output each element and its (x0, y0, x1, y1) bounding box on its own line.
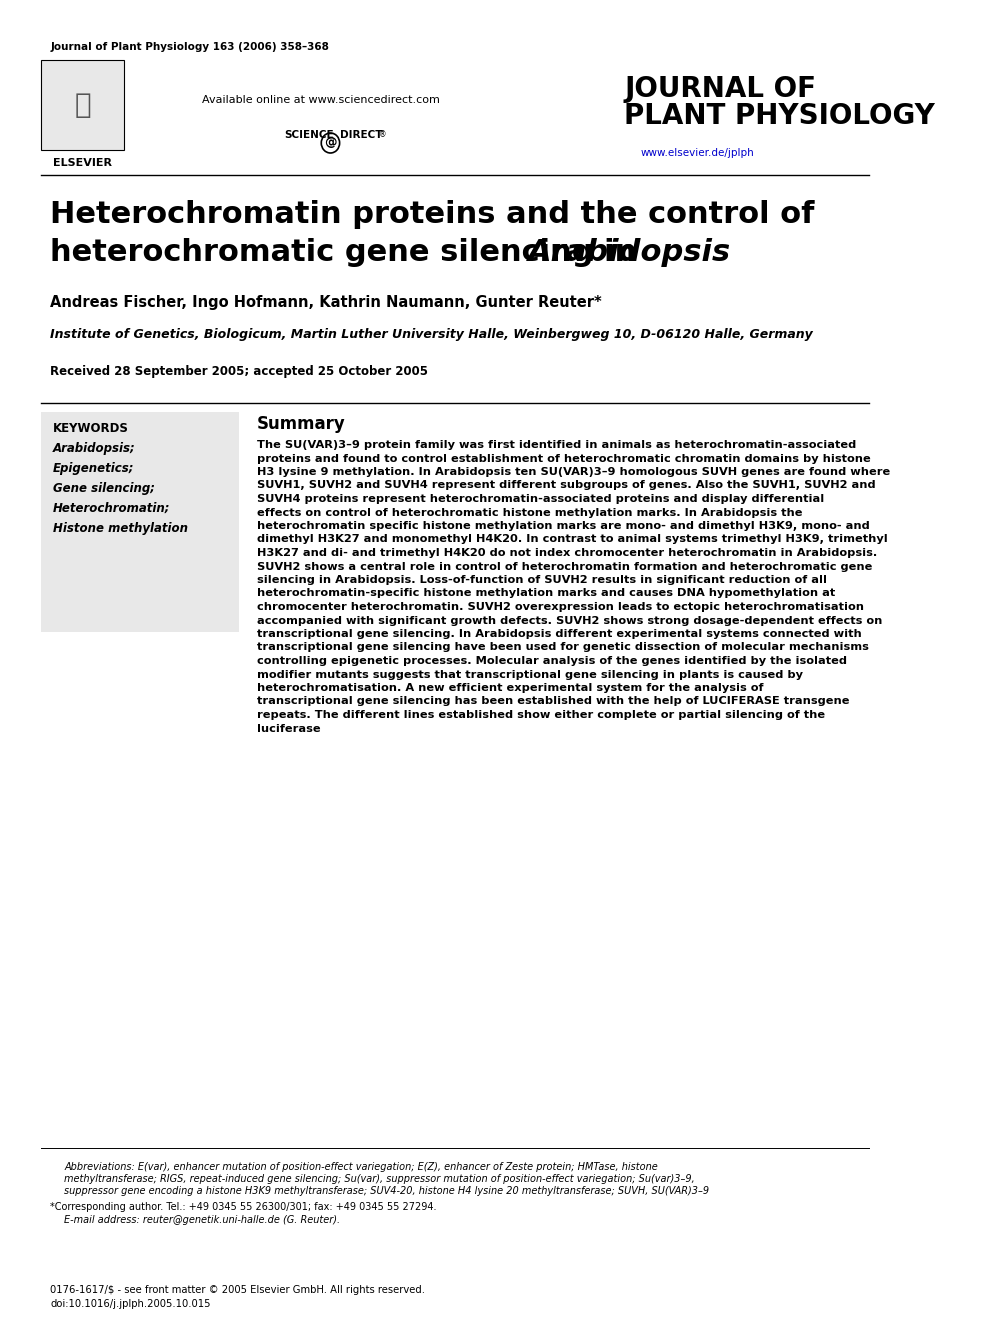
Text: @: @ (324, 136, 336, 149)
Text: Arabidopsis: Arabidopsis (528, 238, 731, 267)
Text: heterochromatin-specific histone methylation marks and causes DNA hypomethylatio: heterochromatin-specific histone methyla… (257, 589, 835, 598)
Text: transcriptional gene silencing. In Arabidopsis different experimental systems co: transcriptional gene silencing. In Arabi… (257, 628, 862, 639)
Text: transcriptional gene silencing have been used for genetic dissection of molecula: transcriptional gene silencing have been… (257, 643, 869, 652)
Text: heterochromatic gene silencing in: heterochromatic gene silencing in (51, 238, 648, 267)
Text: SUVH4 proteins represent heterochromatin-associated proteins and display differe: SUVH4 proteins represent heterochromatin… (257, 493, 824, 504)
Text: Arabidopsis;: Arabidopsis; (54, 442, 136, 455)
Text: ELSEVIER: ELSEVIER (54, 157, 112, 168)
Text: heterochromatin specific histone methylation marks are mono- and dimethyl H3K9, : heterochromatin specific histone methyla… (257, 521, 870, 531)
Text: Epigenetics;: Epigenetics; (54, 462, 135, 475)
Text: heterochromatisation. A new efficient experimental system for the analysis of: heterochromatisation. A new efficient ex… (257, 683, 764, 693)
Bar (42, 60, 124, 149)
Text: Heterochromatin;: Heterochromatin; (54, 501, 171, 515)
Text: Summary: Summary (257, 415, 346, 433)
Text: DIRECT: DIRECT (339, 130, 382, 140)
Text: silencing in Arabidopsis. Loss-of-function of SUVH2 results in significant reduc: silencing in Arabidopsis. Loss-of-functi… (257, 576, 827, 585)
Text: Histone methylation: Histone methylation (54, 523, 188, 534)
Text: repeats. The different lines established show either complete or partial silenci: repeats. The different lines established… (257, 710, 825, 720)
Text: modifier mutants suggests that transcriptional gene silencing in plants is cause: modifier mutants suggests that transcrip… (257, 669, 803, 680)
Text: *Corresponding author. Tel.: +49 0345 55 26300/301; fax: +49 0345 55 27294.: *Corresponding author. Tel.: +49 0345 55… (51, 1203, 437, 1212)
Text: Journal of Plant Physiology 163 (2006) 358–368: Journal of Plant Physiology 163 (2006) 3… (51, 42, 329, 52)
Text: proteins and found to control establishment of heterochromatic chromatin domains: proteins and found to control establishm… (257, 454, 871, 463)
Text: Abbreviations: E(var), enhancer mutation of position-effect variegation; E(Z), e: Abbreviations: E(var), enhancer mutation… (64, 1162, 658, 1172)
Text: doi:10.1016/j.jplph.2005.10.015: doi:10.1016/j.jplph.2005.10.015 (51, 1299, 211, 1308)
Text: PLANT PHYSIOLOGY: PLANT PHYSIOLOGY (624, 102, 935, 130)
Text: 🌲: 🌲 (74, 91, 91, 119)
Text: chromocenter heterochromatin. SUVH2 overexpression leads to ectopic heterochroma: chromocenter heterochromatin. SUVH2 over… (257, 602, 864, 613)
Text: SUVH2 shows a central role in control of heterochromatin formation and heterochr: SUVH2 shows a central role in control of… (257, 561, 872, 572)
Text: JOURNAL OF: JOURNAL OF (624, 75, 816, 103)
Text: H3 lysine 9 methylation. In Arabidopsis ten SU(VAR)3–9 homologous SUVH genes are: H3 lysine 9 methylation. In Arabidopsis … (257, 467, 890, 478)
Text: Andreas Fischer, Ingo Hofmann, Kathrin Naumann, Gunter Reuter*: Andreas Fischer, Ingo Hofmann, Kathrin N… (51, 295, 602, 310)
Text: controlling epigenetic processes. Molecular analysis of the genes identified by : controlling epigenetic processes. Molecu… (257, 656, 847, 665)
Text: SCIENCE: SCIENCE (285, 130, 334, 140)
Text: dimethyl H3K27 and monomethyl H4K20. In contrast to animal systems trimethyl H3K: dimethyl H3K27 and monomethyl H4K20. In … (257, 534, 888, 545)
Text: SUVH1, SUVH2 and SUVH4 represent different subgroups of genes. Also the SUVH1, S: SUVH1, SUVH2 and SUVH4 represent differe… (257, 480, 876, 491)
Text: Institute of Genetics, Biologicum, Martin Luther University Halle, Weinbergweg 1: Institute of Genetics, Biologicum, Marti… (51, 328, 813, 341)
Text: Heterochromatin proteins and the control of: Heterochromatin proteins and the control… (51, 200, 814, 229)
Text: methyltransferase; RIGS, repeat-induced gene silencing; Su(var), suppressor muta: methyltransferase; RIGS, repeat-induced … (64, 1174, 695, 1184)
Text: suppressor gene encoding a histone H3K9 methyltransferase; SUV4-20, histone H4 l: suppressor gene encoding a histone H3K9 … (64, 1185, 709, 1196)
Text: Received 28 September 2005; accepted 25 October 2005: Received 28 September 2005; accepted 25 … (51, 365, 429, 378)
Text: 0176-1617/$ - see front matter © 2005 Elsevier GmbH. All rights reserved.: 0176-1617/$ - see front matter © 2005 El… (51, 1285, 426, 1295)
Text: The SU(VAR)3–9 protein family was first identified in animals as heterochromatin: The SU(VAR)3–9 protein family was first … (257, 441, 856, 450)
Text: E-mail address: reuter@genetik.uni-halle.de (G. Reuter).: E-mail address: reuter@genetik.uni-halle… (64, 1215, 340, 1225)
Text: effects on control of heterochromatic histone methylation marks. In Arabidopsis : effects on control of heterochromatic hi… (257, 508, 803, 517)
Text: H3K27 and di- and trimethyl H4K20 do not index chromocenter heterochromatin in A: H3K27 and di- and trimethyl H4K20 do not… (257, 548, 877, 558)
Text: Gene silencing;: Gene silencing; (54, 482, 155, 495)
Bar (42, 411, 239, 632)
Text: transcriptional gene silencing has been established with the help of LUCIFERASE : transcriptional gene silencing has been … (257, 696, 849, 706)
Text: www.elsevier.de/jplph: www.elsevier.de/jplph (641, 148, 755, 157)
Text: Available online at www.sciencedirect.com: Available online at www.sciencedirect.co… (202, 95, 440, 105)
Text: luciferase: luciferase (257, 724, 320, 733)
Text: ®: ® (379, 130, 387, 139)
Text: KEYWORDS: KEYWORDS (54, 422, 129, 435)
Text: accompanied with significant growth defects. SUVH2 shows strong dosage-dependent: accompanied with significant growth defe… (257, 615, 883, 626)
